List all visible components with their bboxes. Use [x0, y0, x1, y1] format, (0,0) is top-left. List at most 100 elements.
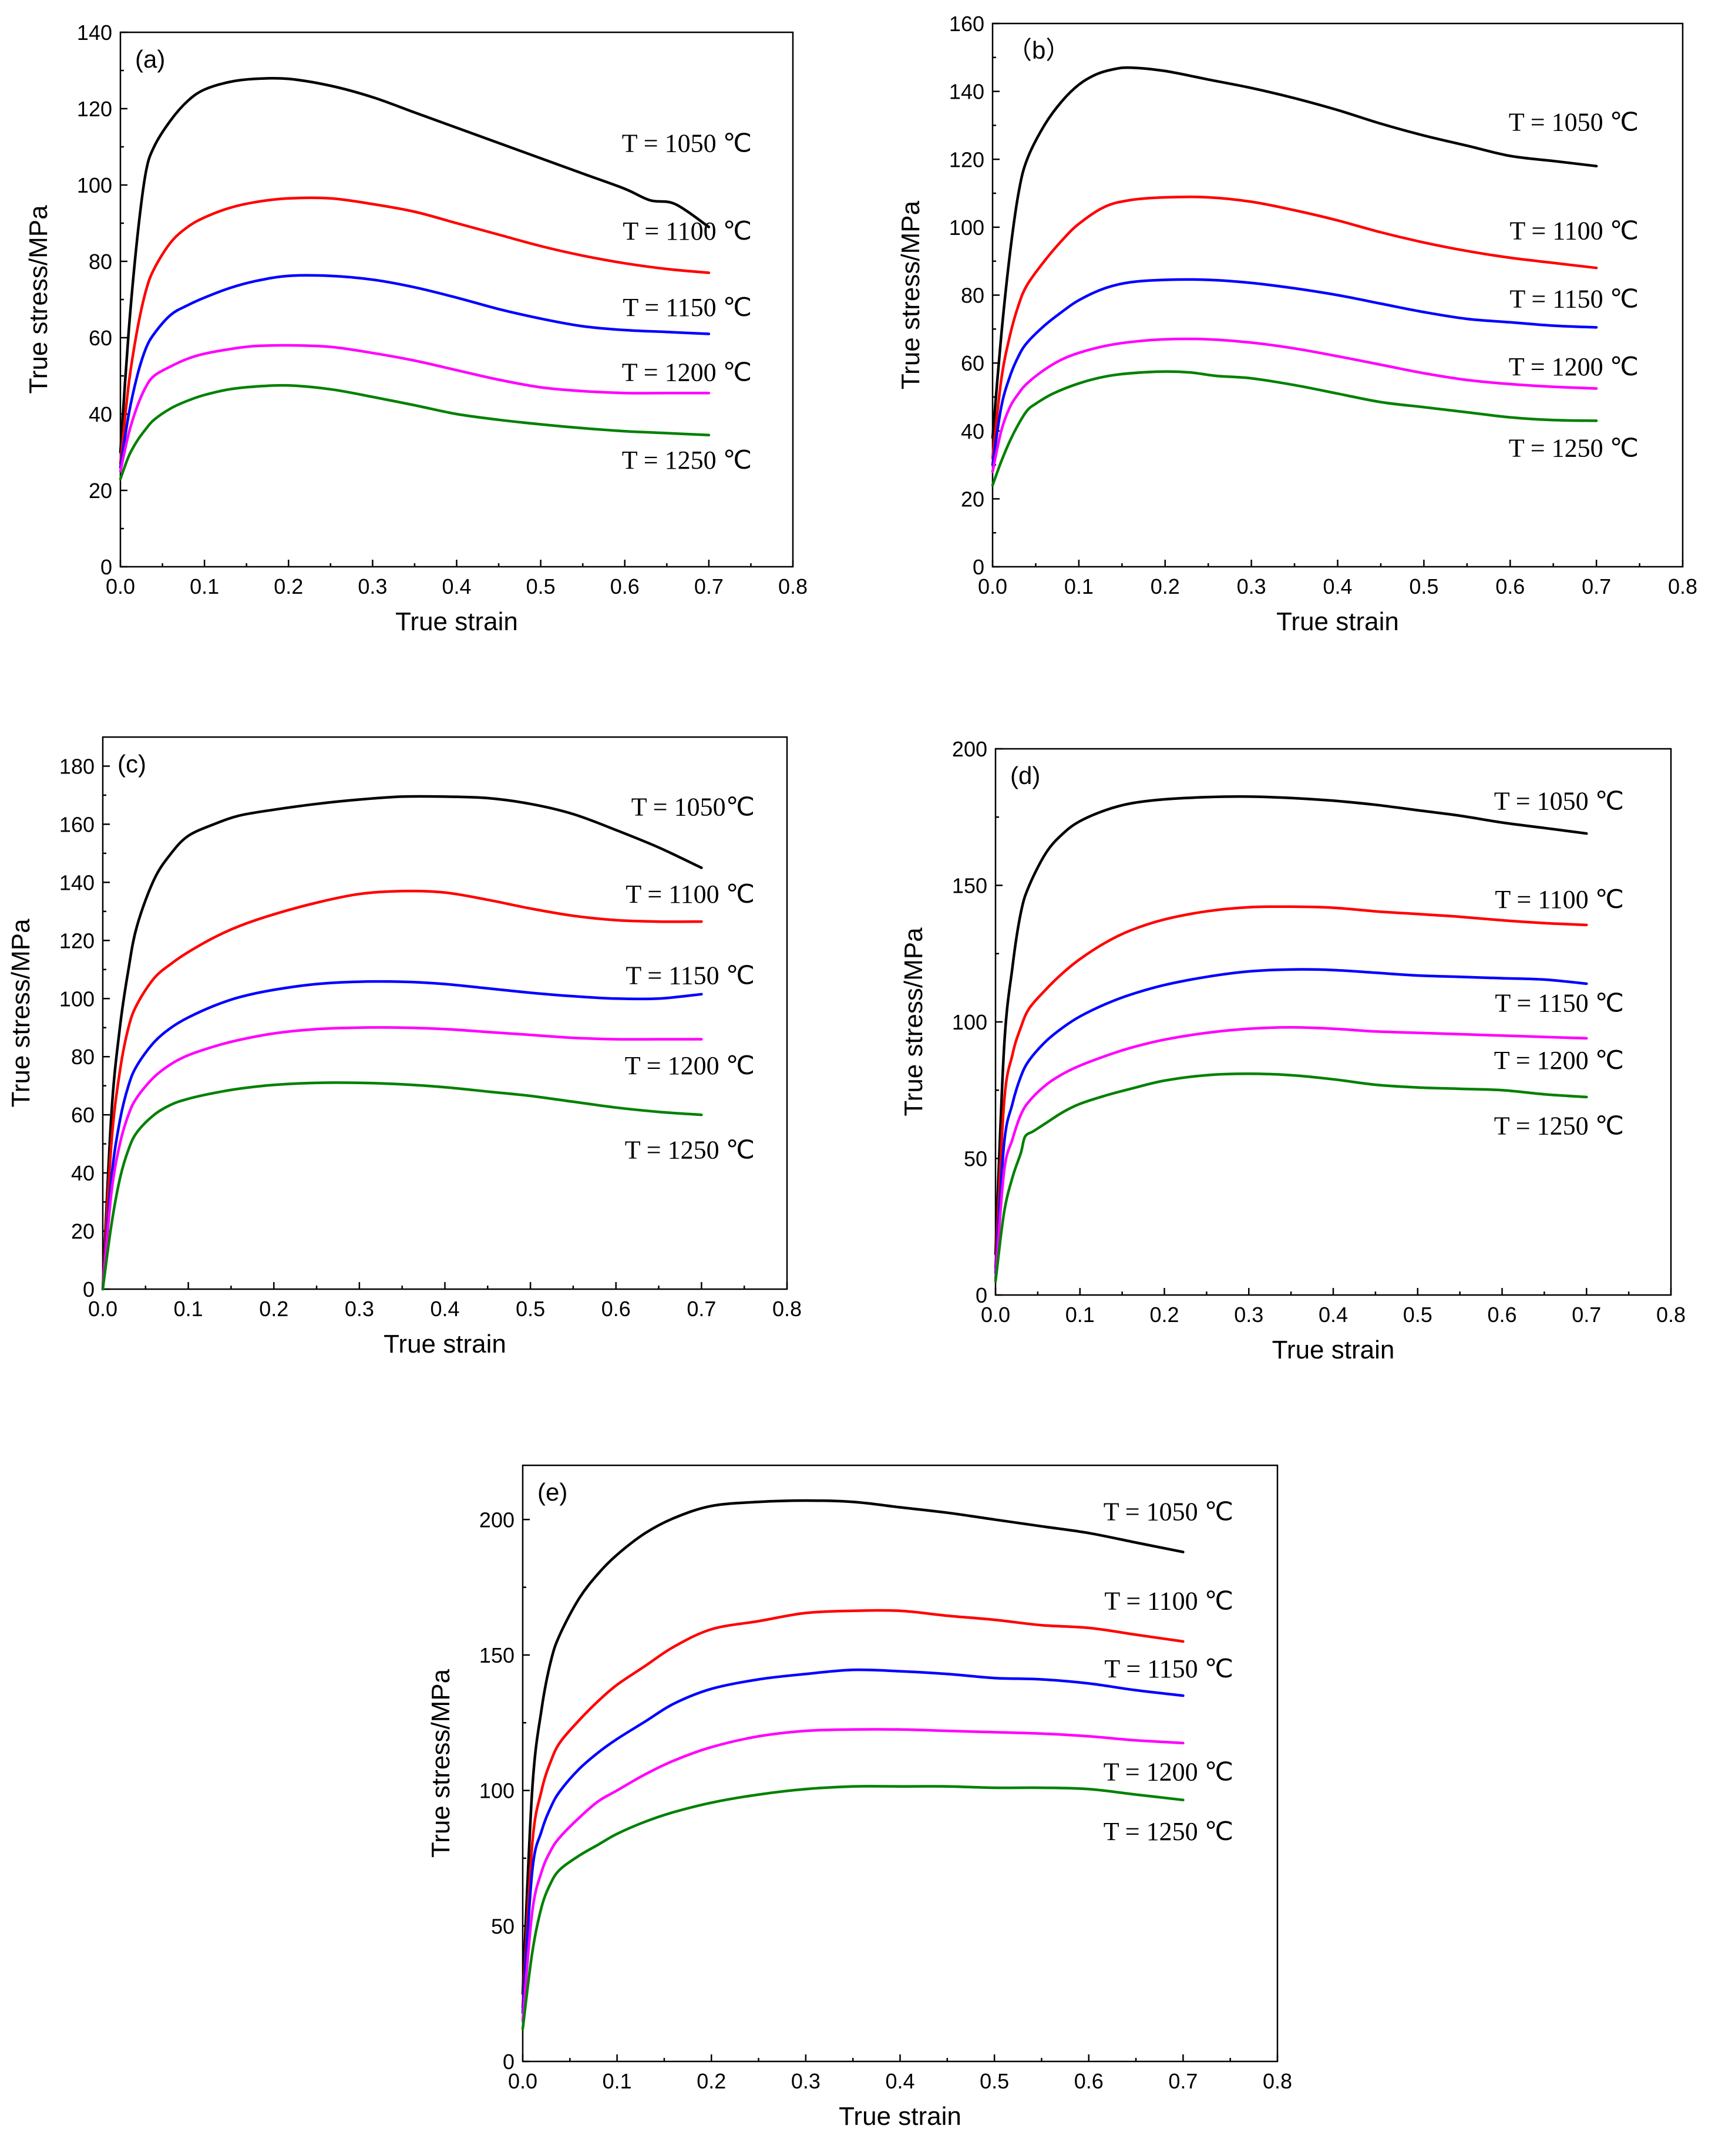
x-tick-label: 0.8	[1656, 1303, 1686, 1327]
x-tick-label: 0.5	[516, 1297, 545, 1321]
x-tick-label: 0.4	[442, 574, 471, 598]
x-tick-label: 0.3	[345, 1297, 374, 1321]
y-tick-label: 0	[973, 555, 984, 579]
y-axis-title: True stress/MPa	[24, 205, 53, 394]
y-tick-label: 140	[59, 870, 95, 894]
series-line-3	[991, 278, 1598, 466]
x-tick-label: 0.7	[1572, 1303, 1601, 1327]
series-line-5	[101, 1081, 703, 1291]
series-label-3: T = 1150 ℃	[1509, 284, 1639, 313]
series-label-1: T = 1050 ℃	[1494, 786, 1624, 815]
x-tick-label: 0.2	[259, 1297, 288, 1321]
x-tick-label: 0.5	[1403, 1303, 1432, 1327]
x-tick-label: 0.5	[1409, 574, 1438, 598]
x-tick-label: 0.6	[1487, 1303, 1516, 1327]
y-tick-label: 0	[83, 1277, 95, 1301]
x-tick-label: 0.1	[174, 1297, 203, 1321]
series-label-5: T = 1250 ℃	[1104, 1817, 1233, 1846]
y-tick-label: 60	[71, 1103, 95, 1127]
series-label-5: T = 1250 ℃	[622, 446, 752, 475]
series-line-3	[994, 968, 1588, 1275]
x-tick-label: 0.1	[1065, 1303, 1095, 1327]
x-tick-label: 0.7	[687, 1297, 716, 1321]
y-tick-label: 150	[952, 874, 987, 898]
series-label-2: T = 1100 ℃	[623, 217, 752, 245]
y-tick-label: 160	[59, 812, 95, 836]
y-tick-label: 100	[952, 1010, 987, 1034]
y-tick-label: 60	[89, 326, 112, 350]
series-label-1: T = 1050 ℃	[1509, 108, 1639, 137]
panel-a: 0.0 0.1 0.2 0.3 0.4 0.5 0.6 0.7 0.8 0 20 40 60 80 100 1…	[24, 21, 808, 636]
y-tick-label: 40	[961, 419, 984, 443]
series-line-3	[119, 274, 711, 469]
series-line-5	[991, 370, 1598, 487]
y-tick-label: 100	[479, 1779, 514, 1803]
series-line-5	[119, 384, 711, 480]
y-tick-label: 0	[976, 1283, 987, 1307]
series-label-4: T = 1200 ℃	[1494, 1046, 1624, 1075]
x-axis-title: True strain	[395, 607, 518, 636]
series-line-2	[991, 195, 1598, 460]
panel-label: (d)	[1010, 762, 1040, 789]
x-tick-label: 0.7	[694, 574, 724, 598]
panel-c: 0.0 0.1 0.2 0.3 0.4 0.5 0.6 0.7 0.8 0 20 40 60 80 100 1…	[6, 736, 802, 1358]
series-line-5	[521, 1785, 1185, 2030]
x-axis-title: True strain	[839, 2102, 961, 2131]
y-tick-label: 0	[100, 555, 112, 579]
x-tick-label: 0.2	[1149, 1303, 1179, 1327]
x-tick-label: 0.8	[778, 574, 808, 598]
y-tick-label: 200	[952, 737, 987, 761]
series-label-2: T = 1100 ℃	[1509, 217, 1639, 245]
series-line-1	[994, 795, 1588, 1256]
x-tick-label: 0.6	[601, 1297, 631, 1321]
x-tick-label: 0.4	[1323, 574, 1352, 598]
x-tick-label: 0.0	[88, 1297, 117, 1321]
x-tick-label: 0.6	[1495, 574, 1525, 598]
series-label-5: T = 1250 ℃	[1494, 1112, 1624, 1141]
series-label-2: T = 1100 ℃	[1104, 1587, 1233, 1616]
panel-b: 0.0 0.1 0.2 0.3 0.4 0.5 0.6 0.7 0.8 0 20 40 60 80 100 1…	[896, 12, 1697, 636]
series-label-5: T = 1250 ℃	[625, 1136, 755, 1165]
series-line-4	[521, 1728, 1185, 2023]
x-tick-label: 0.6	[1074, 2069, 1104, 2093]
y-tick-label: 50	[491, 1914, 514, 1938]
series-line-3	[521, 1668, 1185, 2014]
panel-e: 0.0 0.1 0.2 0.3 0.4 0.5 0.6 0.7 0.8 0 50 100 150 200 T…	[426, 1464, 1292, 2131]
y-tick-label: 0	[503, 2050, 514, 2074]
series-label-3: T = 1150 ℃	[626, 961, 755, 990]
x-tick-label: 0.0	[978, 574, 1007, 598]
x-tick-label: 0.4	[1319, 1303, 1348, 1327]
x-tick-label: 0.2	[274, 574, 303, 598]
series-line-2	[119, 196, 711, 465]
panel-label: （b）	[1007, 36, 1070, 64]
y-tick-label: 200	[479, 1508, 514, 1532]
series-line-2	[521, 1609, 1185, 2009]
y-tick-label: 20	[89, 479, 112, 503]
series-label-3: T = 1150 ℃	[1495, 988, 1624, 1017]
y-tick-label: 140	[77, 21, 112, 45]
series-line-4	[991, 337, 1598, 473]
panel-label: (a)	[135, 45, 165, 73]
x-tick-label: 0.0	[508, 2069, 537, 2093]
x-tick-label: 0.5	[980, 2069, 1009, 2093]
x-tick-label: 0.4	[430, 1297, 459, 1321]
y-axis-title: True stress/MPa	[899, 927, 928, 1116]
x-tick-label: 0.2	[1151, 574, 1180, 598]
panel-label: (c)	[117, 750, 146, 778]
series-line-4	[994, 1026, 1588, 1280]
x-tick-label: 0.2	[697, 2069, 726, 2093]
x-axis-title: True strain	[1276, 607, 1399, 636]
series-line-1	[991, 66, 1598, 439]
x-tick-label: 0.3	[791, 2069, 820, 2093]
x-tick-label: 0.6	[610, 574, 640, 598]
y-tick-label: 50	[964, 1147, 987, 1171]
x-tick-label: 0.8	[1668, 574, 1697, 598]
y-tick-label: 120	[949, 147, 984, 171]
x-tick-label: 0.8	[1263, 2069, 1292, 2093]
series-label-1: T = 1050 ℃	[1104, 1497, 1233, 1526]
series-label-4: T = 1200 ℃	[622, 358, 752, 387]
x-tick-label: 0.5	[526, 574, 556, 598]
panel-d: 0.0 0.1 0.2 0.3 0.4 0.5 0.6 0.7 0.8 0 50 100 150 200 T…	[899, 737, 1686, 1364]
x-tick-label: 0.7	[1582, 574, 1611, 598]
